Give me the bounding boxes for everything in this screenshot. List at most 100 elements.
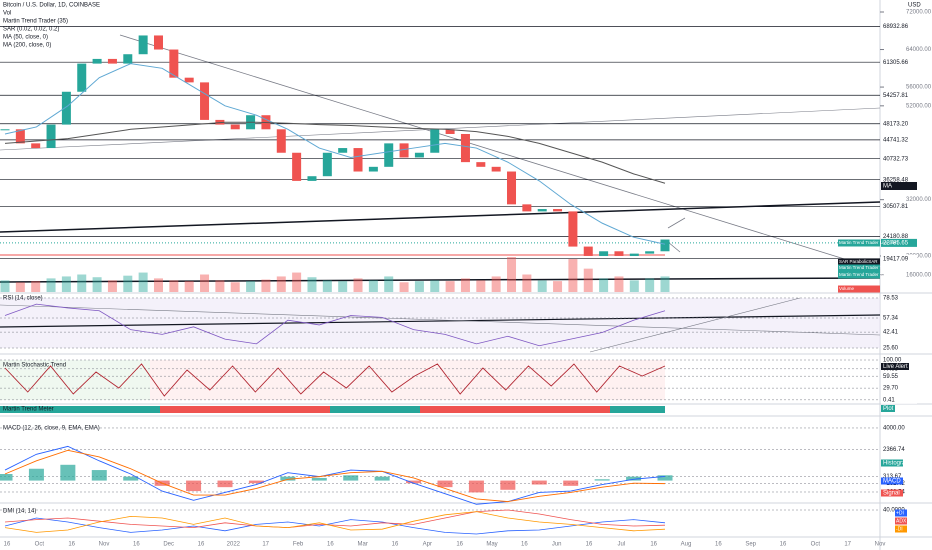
candle — [31, 143, 41, 149]
x-tick-label: Nov — [875, 542, 886, 548]
volume-bar — [230, 282, 240, 292]
candle — [430, 129, 440, 153]
level-label: 42.41 — [883, 330, 899, 336]
indicator-tag: Martin Trend Trader Stop Loss — [839, 272, 901, 277]
level-label: 48173.20 — [883, 121, 909, 127]
volume-bar — [92, 277, 102, 292]
candle — [660, 239, 670, 252]
x-tick-label: 16 — [392, 542, 399, 548]
volume-bar — [414, 281, 424, 292]
level-label: 30507.81 — [883, 204, 909, 210]
volume-bar — [15, 282, 25, 292]
histogram-bar — [468, 480, 484, 493]
histogram-bar — [123, 476, 139, 481]
currency: USD — [908, 3, 921, 9]
volume-bar — [583, 268, 593, 292]
level-label-box — [881, 372, 917, 381]
volume-bar — [107, 280, 117, 292]
x-tick-label: Jul — [617, 542, 625, 548]
plot-box — [881, 405, 895, 412]
volume-bar — [61, 276, 71, 292]
candle — [61, 91, 71, 125]
candle — [568, 211, 578, 247]
ma-tag-box — [881, 182, 917, 190]
macd-tag-box — [881, 459, 903, 467]
volume-bar — [430, 280, 440, 292]
volume-bar — [384, 276, 394, 292]
legend-item: MA (50, close, 0) — [3, 35, 48, 41]
dmi-tag: +DI — [896, 510, 904, 516]
signal-line — [4, 449, 666, 503]
x-tick-label: 16 — [456, 542, 463, 548]
volume-bar — [645, 278, 655, 292]
level-label: 100.00 — [883, 358, 902, 364]
histogram-bar — [0, 474, 13, 481]
rsi-band — [0, 298, 880, 348]
level-label-box — [881, 202, 917, 211]
y-tick-label: 16000.00 — [906, 272, 932, 278]
macd-tag: Histogram — [883, 461, 910, 467]
x-tick-label: 16 — [780, 542, 787, 548]
macd-tag-box — [881, 477, 903, 485]
volume-bar — [123, 275, 133, 292]
level-label: 29.70 — [883, 386, 899, 392]
volume-bar — [537, 280, 547, 292]
x-tick-label: Aug — [681, 542, 692, 548]
y-tick-label: 72000.00 — [906, 10, 932, 16]
x-tick-label: Nov — [99, 542, 110, 548]
x-tick-label: Oct — [35, 542, 45, 548]
candle — [553, 209, 563, 212]
x-tick-label: Sep — [745, 542, 756, 548]
indicator-tag-box — [838, 271, 880, 279]
volume-bar — [169, 280, 179, 292]
level-label: 36258.48 — [883, 177, 909, 183]
volume-bar — [476, 280, 486, 292]
y-tick-label: 64000.00 — [906, 47, 932, 53]
indicator-tag: Martin Trend Trader Live alert — [839, 240, 899, 245]
pane-title: MACD (12, 26, close, 9, EMA, EMA) — [3, 426, 100, 432]
stoch-band — [0, 360, 150, 400]
level-label: 19417.09 — [883, 256, 909, 262]
volume-bar — [338, 281, 348, 292]
alert-box — [881, 363, 909, 370]
alert-label: Live Alert — [883, 364, 908, 370]
x-tick-label: 2022 — [227, 542, 241, 548]
macd-line — [4, 445, 666, 505]
level-label-box — [881, 395, 917, 404]
candle — [153, 35, 163, 50]
level-label: 54257.81 — [883, 93, 909, 99]
plot-label: Plot — [883, 406, 894, 412]
level-label: 57.34 — [883, 316, 899, 322]
candle — [599, 251, 609, 256]
histogram-bar — [531, 480, 547, 485]
macd-tag: MACD — [883, 479, 901, 485]
volume-bar — [276, 276, 286, 292]
candle — [307, 176, 317, 181]
volume-bar — [0, 280, 10, 292]
adx-line — [4, 509, 666, 529]
indicator-tag: SAR ParabolicSAR — [839, 259, 878, 264]
level-label-box — [881, 91, 917, 100]
stoch-band — [150, 360, 665, 400]
candle — [138, 35, 148, 55]
histogram-bar — [437, 480, 453, 488]
volume-bar — [184, 281, 194, 292]
y-tick-label: 52000.00 — [906, 103, 932, 109]
y-tick-label: 20000.00 — [906, 254, 932, 260]
ma-tag: MA — [883, 184, 892, 190]
level-label-box — [881, 254, 917, 263]
volume-bar — [368, 280, 378, 292]
level-label: 44741.32 — [883, 137, 909, 143]
volume-bar — [261, 279, 271, 292]
candle — [476, 162, 486, 167]
level-label-box — [881, 293, 917, 302]
indicator-tag-box — [838, 264, 880, 272]
level-label: 68932.86 — [883, 24, 909, 30]
volume-bar — [522, 274, 532, 292]
dmi-tag-box — [895, 517, 907, 525]
indicator-tag: Volume — [839, 286, 855, 291]
dmi-tag: -DI — [896, 526, 903, 532]
candle — [491, 166, 501, 172]
volume-bar — [138, 272, 148, 292]
candle — [322, 152, 332, 177]
